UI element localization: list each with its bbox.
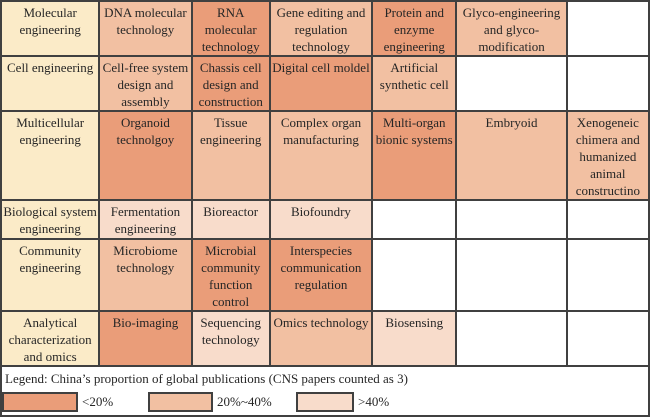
tech-cell: Biofoundry [268,199,374,240]
table-row: Community engineering Microbiome technol… [0,238,650,312]
tech-cell: Interspecies communication regulation [268,238,374,312]
tech-cell: Biosensing [371,310,458,367]
row-header-cell: Molecular engineering [0,0,101,57]
tech-cell-empty [371,238,458,312]
tech-cell-empty [565,0,650,57]
row-header-cell: Multicellular engineering [0,110,101,201]
technology-matrix-table: Molecular engineering DNA molecular tech… [0,0,650,367]
tech-cell-empty [371,199,458,240]
tech-cell: Sequencing technology [190,310,271,367]
tech-cell: Protein and enzyme engineering [371,0,458,57]
tech-cell: Microbiome technology [98,238,193,312]
legend-swatch-20-40 [148,392,213,412]
tech-cell: Bioreactor [190,199,271,240]
tech-cell: Fermentation engineering [98,199,193,240]
tech-cell: Complex organ manufacturing [268,110,374,201]
row-header-cell: Analytical characterization and omics [0,310,101,367]
tech-cell: RNA molecular technology [190,0,271,57]
tech-cell-empty [565,238,650,312]
legend-swatch-lt20 [2,392,78,412]
tech-cell: Xenogeneic chimera and humanized animal … [565,110,650,201]
table-row: Analytical characterization and omics Bi… [0,310,650,367]
tech-cell-empty [455,310,568,367]
tech-cell: Chassis cell design and construction [190,55,271,112]
row-header-cell: Biological system engineering [0,199,101,240]
tech-cell: Microbial community function control [190,238,271,312]
legend-label-gt40: >40% [358,394,390,409]
tech-cell: Tissue engineering [190,110,271,201]
legend-caption: Legend: China’s proportion of global pub… [5,371,408,386]
legend-item-20-40: 20%~40% [148,392,272,412]
tech-cell: Bio-imaging [98,310,193,367]
table-row: Molecular engineering DNA molecular tech… [0,0,650,57]
table-row: Biological system engineering Fermentati… [0,199,650,240]
legend-label-20-40: 20%~40% [217,394,272,409]
tech-cell: Omics technology [268,310,374,367]
tech-cell-empty [565,55,650,112]
tech-cell: Embryoid [455,110,568,201]
legend-label-lt20: <20% [82,394,114,409]
tech-cell: Multi-organ bionic systems [371,110,458,201]
tech-cell-empty [565,199,650,240]
table-row: Multicellular engineering Organoid techn… [0,110,650,201]
row-header-cell: Cell engineering [0,55,101,112]
tech-cell: Digital cell moldel [268,55,374,112]
table-row: Cell engineering Cell-free system design… [0,55,650,112]
tech-cell: Cell-free system design and assembly [98,55,193,112]
tech-cell: DNA molecular technology [98,0,193,57]
tech-cell: Organoid technolgoy [98,110,193,201]
legend-swatch-gt40 [296,392,354,412]
tech-cell: Artificial synthetic cell [371,55,458,112]
tech-cell-empty [455,238,568,312]
tech-cell-empty [565,310,650,367]
tech-cell-empty [455,199,568,240]
tech-cell-empty [455,55,568,112]
row-header-cell: Community engineering [0,238,101,312]
legend-item-lt20: <20% [2,392,113,412]
tech-cell: Glyco-engineering and glyco-modification [455,0,568,57]
legend: Legend: China’s proportion of global pub… [0,367,650,417]
legend-item-gt40: >40% [296,392,389,412]
tech-cell: Gene editing and regulation technology [268,0,374,57]
